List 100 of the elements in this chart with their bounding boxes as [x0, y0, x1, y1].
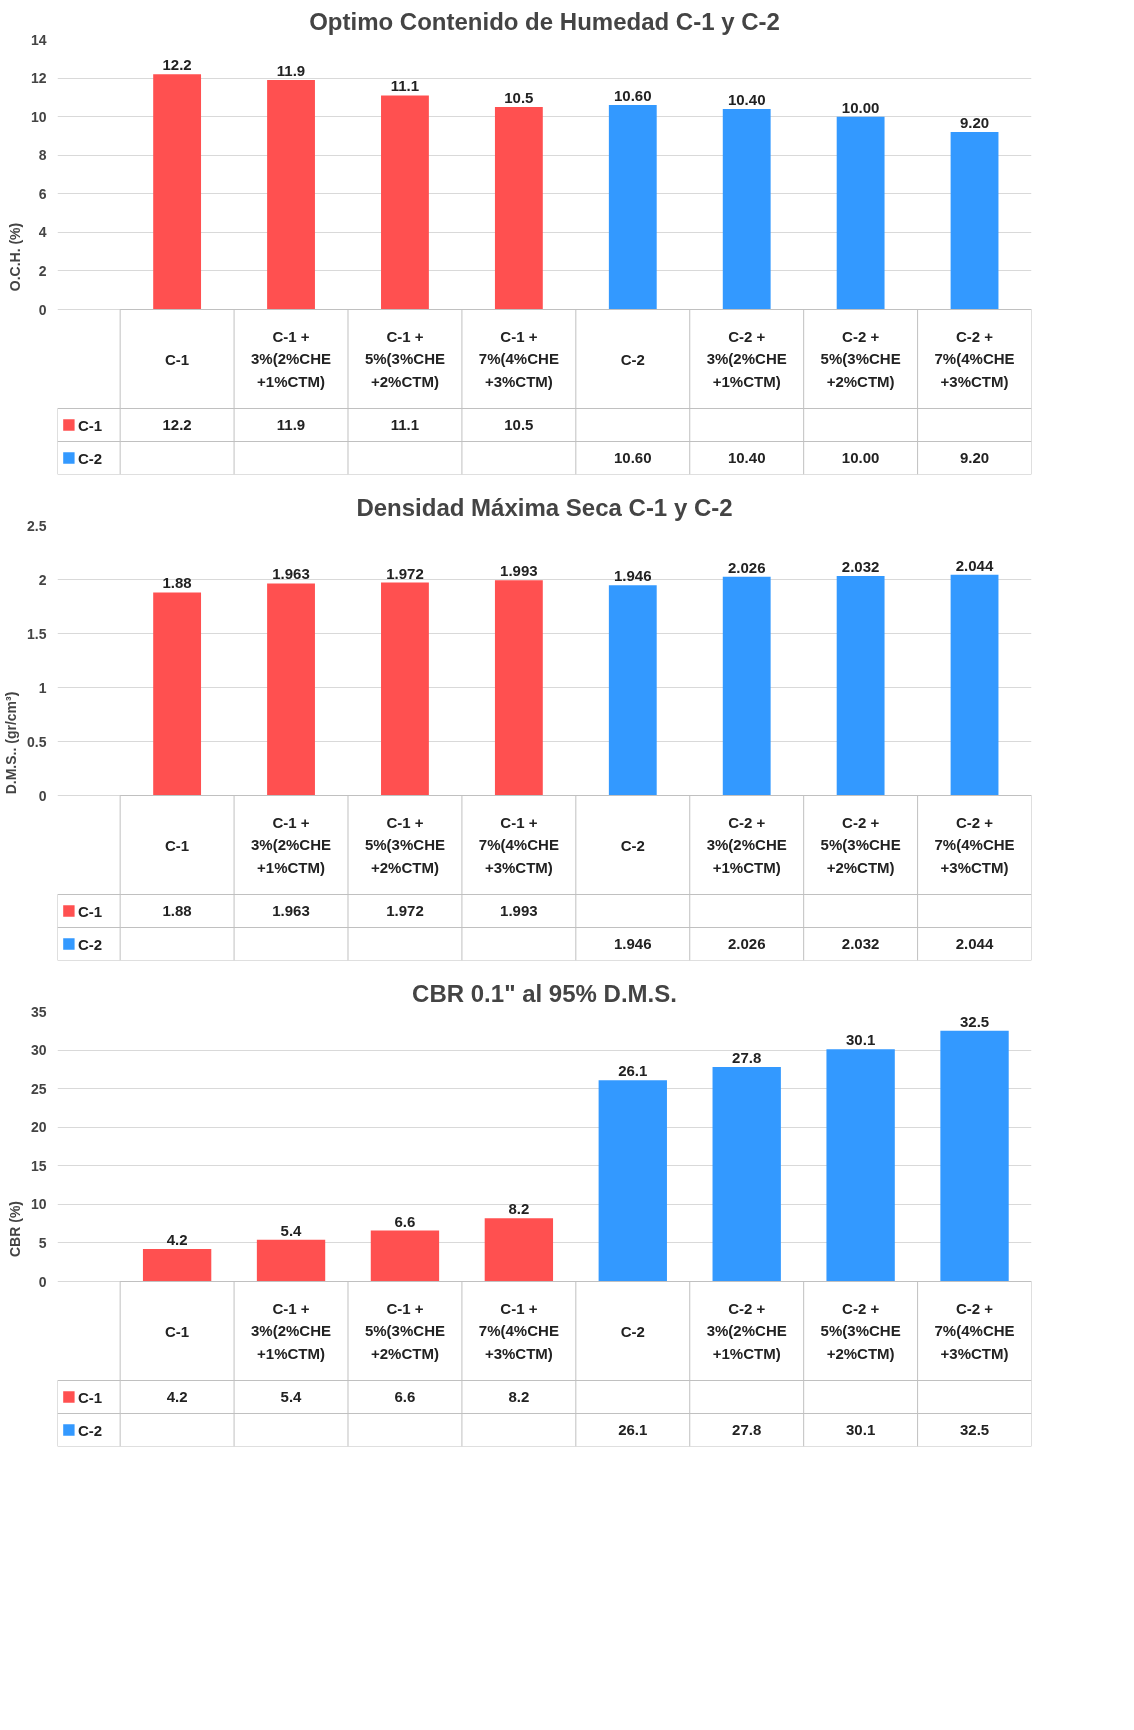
bar [608, 105, 657, 310]
legend-label: C-2 [78, 449, 103, 467]
legend-label: C-1 [78, 416, 103, 434]
bar [267, 80, 315, 310]
text: 6.6 [394, 1212, 416, 1230]
bar [370, 1230, 440, 1282]
data-label: 8.2 [508, 1388, 530, 1405]
bar [722, 576, 771, 796]
bar [940, 1030, 1009, 1282]
text: 11.9 [276, 62, 306, 79]
bar [950, 574, 999, 796]
legend-label: C-2 [78, 1421, 103, 1439]
text: 27.8 [732, 1049, 762, 1067]
text: 1.963 [272, 565, 310, 583]
data-label: 1.963 [272, 902, 310, 919]
x-tick-label: C-1 + 3%(2%CHE +1%CTM) [251, 1299, 332, 1363]
data-label: 11.1 [390, 416, 420, 433]
x-tick-label: C-2 + 5%(3%CHE +2%CTM) [820, 1299, 901, 1363]
data-label: 30.1 [846, 1421, 876, 1438]
x-tick-label: C-1 + 5%(3%CHE +2%CTM) [364, 1299, 445, 1363]
bar [484, 1218, 554, 1282]
text: 1.993 [500, 562, 538, 580]
data-label: 12.2 [162, 416, 192, 433]
bar [826, 1049, 895, 1282]
bar [836, 116, 885, 310]
bar [381, 582, 429, 796]
y-tick-label: 2 [38, 262, 47, 279]
y-tick-label: 1 [38, 679, 47, 696]
bar [267, 583, 315, 796]
text: 10.60 [614, 87, 652, 105]
data-label: 4.2 [166, 1388, 188, 1405]
x-tick-label: C-2 + 5%(3%CHE +2%CTM) [820, 813, 901, 877]
text: 2.026 [727, 558, 766, 576]
data-label: 1.993 [500, 902, 538, 919]
bar [722, 108, 771, 310]
y-tick-label: 0 [38, 1273, 47, 1290]
chart-title: Densidad Máxima Seca C-1 y C-2 [356, 493, 733, 521]
x-tick-label: C-2 [620, 350, 645, 368]
data-label: 27.8 [732, 1421, 762, 1438]
text: 11.1 [390, 77, 420, 95]
y-axis-title: D.M.S.. (gr/cm³) [3, 691, 20, 795]
y-tick-label: 0.5 [27, 733, 47, 750]
bar [256, 1239, 326, 1282]
text: 1.972 [386, 564, 424, 582]
legend-label: C-1 [78, 1388, 103, 1406]
x-tick-label: C-2 + 5%(3%CHE +2%CTM) [820, 327, 901, 391]
bar [950, 132, 999, 310]
y-tick-label: 6 [38, 185, 47, 202]
bar [142, 1249, 212, 1282]
legend-label: C-1 [78, 902, 103, 920]
y-tick-label: 20 [30, 1119, 47, 1136]
data-label: 32.5 [959, 1421, 990, 1438]
y-tick-label: 30 [30, 1042, 47, 1059]
x-tick-label: C-1 + 7%(4%CHE +3%CTM) [478, 813, 559, 877]
y-tick-label: 5 [38, 1234, 47, 1251]
chart-title: CBR 0.1" al 95% D.M.S. [412, 979, 677, 1007]
data-label: 5.4 [280, 1388, 303, 1405]
x-tick-label: C-2 + 3%(2%CHE +1%CTM) [706, 327, 787, 391]
x-tick-label: C-1 [165, 1322, 190, 1340]
legend-label: C-2 [78, 935, 103, 953]
data-label: 2.032 [841, 935, 880, 952]
data-label: 11.9 [276, 416, 306, 433]
text: 8.2 [508, 1200, 530, 1218]
x-tick-label: C-2 + 3%(2%CHE +1%CTM) [706, 813, 787, 877]
x-tick-label: C-2 [620, 836, 645, 854]
y-tick-label: 1.5 [27, 625, 47, 642]
y-tick-label: 10 [30, 1196, 47, 1213]
data-label: 1.946 [614, 935, 652, 952]
y-tick-label: 15 [30, 1157, 47, 1174]
y-axis-title: CBR (%) [6, 1201, 23, 1257]
text: 1.946 [614, 567, 652, 585]
text: 4.2 [166, 1231, 188, 1249]
x-tick-label: C-2 + 7%(4%CHE +3%CTM) [934, 327, 1015, 391]
data-label: 26.1 [618, 1421, 648, 1438]
bar [153, 592, 202, 796]
x-tick-label: C-1 + 3%(2%CHE +1%CTM) [251, 327, 332, 391]
bar [836, 576, 885, 796]
x-tick-label: C-2 + 7%(4%CHE +3%CTM) [934, 813, 1015, 877]
data-label: 6.6 [394, 1388, 416, 1405]
text: 1.88 [162, 574, 192, 592]
text: 30.1 [846, 1031, 876, 1049]
data-label: 9.20 [959, 449, 990, 466]
bar [153, 74, 202, 310]
data-label: 1.972 [386, 902, 424, 919]
data-label: 10.40 [727, 449, 766, 466]
text: 12.2 [162, 56, 192, 74]
y-axis-title: O.C.H. (%) [6, 222, 23, 292]
y-tick-label: 2 [38, 571, 47, 588]
y-tick-label: 0 [38, 787, 47, 804]
data-label: 2.044 [955, 935, 994, 952]
x-tick-label: C-1 + 7%(4%CHE +3%CTM) [478, 1299, 559, 1363]
bar [712, 1067, 781, 1282]
x-tick-label: C-2 [620, 1322, 645, 1340]
text: 10.00 [841, 98, 880, 116]
y-tick-label: 12 [30, 70, 47, 87]
bar [494, 107, 543, 310]
bar [598, 1080, 667, 1282]
data-label: 2.026 [727, 935, 766, 952]
text: 10.40 [727, 90, 766, 108]
y-tick-label: 25 [30, 1080, 47, 1097]
